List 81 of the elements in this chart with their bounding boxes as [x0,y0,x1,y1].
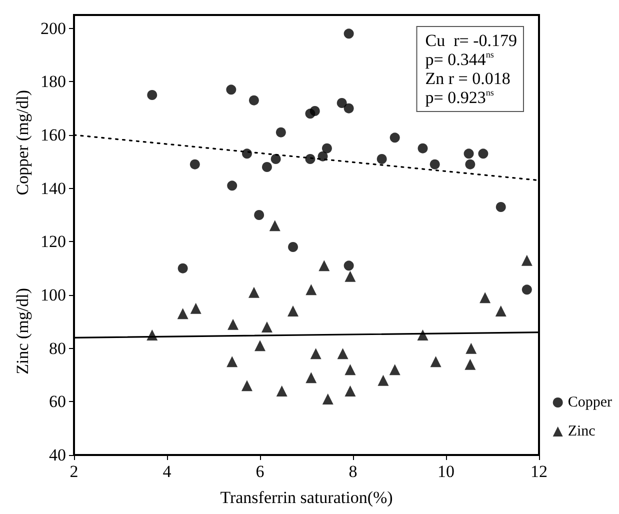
point [288,306,299,316]
point [270,154,281,164]
point [390,132,400,143]
point [276,127,286,138]
y-tick-label: 160 [40,126,66,144]
point [146,330,158,340]
point [344,28,354,39]
point [306,284,317,296]
point [465,159,476,170]
point [344,364,356,376]
point [322,394,334,404]
point [254,340,266,352]
point [318,151,328,162]
point [262,162,272,172]
x-tick-label: 10 [438,462,454,481]
point [276,386,288,396]
point [417,330,428,340]
point [430,356,442,368]
annotation: Cu r= -0.179 [425,31,517,50]
point [344,386,356,396]
x-tick-label: 8 [348,462,358,481]
y-tick-label: 140 [40,178,66,198]
y-tick-label: 40 [49,446,66,464]
point [522,284,532,295]
point [378,374,389,386]
point [306,372,317,384]
y-axis-title: Copper (mg/dl) [13,90,32,196]
annotation: Zn r = 0.018 [425,69,510,88]
point [418,143,428,154]
y2-axis-title: Zinc (mg/dl) [13,288,32,374]
point [466,342,477,354]
x-axis-title: Transferrin saturation(%) [220,488,393,507]
point [241,380,252,392]
point [177,308,188,320]
point [464,148,474,159]
point [478,148,488,159]
point [190,302,202,314]
point [318,260,330,272]
point [389,364,400,376]
point [269,220,280,232]
point [288,242,298,252]
point [226,356,238,368]
x-tick-label: 2 [70,462,78,481]
point [336,98,347,108]
point [242,148,252,159]
point [310,348,322,360]
point [376,154,387,164]
point [227,180,238,191]
point [226,84,236,95]
y-tick-label: 180 [40,72,66,92]
point [178,263,188,274]
x-tick-label: 4 [162,462,172,481]
point [430,159,440,170]
point [495,306,506,316]
y-tick-label: 80 [49,338,66,358]
point [496,202,506,212]
x-tick-label: 12 [530,462,548,481]
point [228,318,239,330]
point [521,254,532,266]
y-tick-label: 200 [40,18,66,38]
point [337,348,348,360]
legend-label: Copper [568,394,612,410]
point [254,210,264,220]
x-tick-label: 6 [256,462,264,481]
point [344,270,356,282]
point [464,358,476,370]
point [190,159,200,170]
point [248,286,260,298]
point [310,106,320,116]
point [248,95,259,106]
point [322,143,332,154]
y-tick-label: 100 [40,286,66,304]
point [344,260,354,271]
point [147,90,158,100]
y-tick-label: 120 [40,232,66,252]
point [305,154,316,164]
legend-label: Zinc [568,424,596,440]
point [344,103,354,114]
y-tick-label: 60 [49,392,66,412]
point [261,322,272,332]
point [480,292,491,304]
